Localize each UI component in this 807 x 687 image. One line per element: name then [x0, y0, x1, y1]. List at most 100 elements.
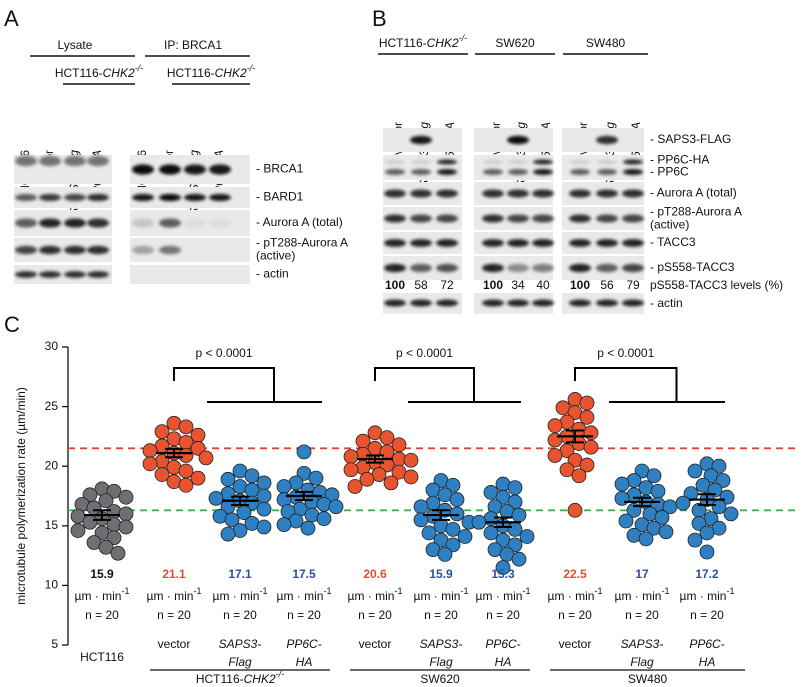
blot-band [410, 239, 432, 247]
data-point [445, 477, 461, 493]
data-point [178, 419, 194, 435]
data-point [699, 544, 715, 560]
unit-label: µm · min-1 [213, 586, 268, 603]
data-point [547, 448, 563, 463]
x-tick-label: vector [158, 637, 191, 651]
unit-exp: -1 [323, 586, 331, 596]
data-point [654, 510, 670, 525]
y-tick-label: 30 [45, 339, 59, 353]
cell-line-label: SW620 [495, 36, 535, 50]
blot-strip [14, 187, 112, 208]
blot-band [87, 193, 109, 202]
level-value: 79 [626, 278, 640, 292]
row-label: (active) [650, 218, 689, 232]
data-point [511, 551, 527, 567]
blot-band [532, 214, 554, 223]
significance-bracket [173, 367, 322, 403]
blot-band [411, 169, 431, 175]
data-point [118, 519, 134, 535]
significance-bracket [574, 367, 725, 403]
unit-base: µm · min [615, 589, 662, 603]
data-point [276, 479, 292, 494]
data-point [190, 427, 206, 443]
level-value: 72 [440, 278, 454, 292]
blot-band [569, 214, 591, 223]
cell-line-gene: CHK2 [103, 66, 135, 80]
unit-base: µm · min [348, 589, 395, 603]
data-point [711, 458, 727, 474]
blot-band [132, 218, 154, 228]
data-point [507, 480, 523, 496]
level-value: 100 [570, 278, 590, 292]
data-point [256, 488, 272, 504]
blot-band [384, 239, 406, 247]
level-value: 58 [414, 278, 428, 292]
unit-base: µm · min [75, 589, 122, 603]
data-point [256, 501, 272, 517]
cell-line-name: HCT116- [196, 672, 244, 686]
blot-strip [474, 155, 553, 180]
error-bar [698, 493, 716, 506]
blot-band [132, 164, 154, 175]
blot-band [64, 193, 86, 202]
data-point [437, 547, 453, 562]
data-point [178, 448, 194, 463]
data-point [449, 492, 465, 507]
x-tick-label: PP6C- [485, 637, 520, 651]
data-point [383, 475, 399, 491]
data-point [511, 507, 527, 523]
blot-band [209, 164, 231, 175]
cell-line-name: SW480 [628, 672, 668, 686]
data-point [675, 495, 691, 511]
blot-band [483, 169, 503, 175]
blot-band [410, 189, 432, 198]
blot-band [507, 263, 529, 273]
cell-line-label: SW480 [586, 36, 626, 50]
y-axis-label: microtubule polymerization rate (µm/min) [14, 387, 28, 605]
data-point [445, 537, 461, 553]
blot-band [436, 189, 458, 198]
row-label: - BRCA1 [256, 162, 304, 176]
cell-line-label: HCT116-CHK2-/- [55, 63, 143, 80]
n-label: n = 20 [157, 608, 191, 622]
blot-band [64, 218, 86, 228]
row-label: - pS558-TACC3 [650, 260, 735, 274]
error-bar [93, 509, 111, 521]
blot-band [132, 193, 154, 202]
data-point [316, 496, 332, 512]
cell-line-gene: CHK2 [244, 672, 276, 686]
data-point [699, 525, 715, 541]
data-point [190, 440, 206, 456]
blot-band [569, 189, 591, 198]
data-point [244, 468, 260, 484]
p-value: p < 0.0001 [597, 346, 654, 360]
data-point [658, 524, 674, 540]
blot-band [623, 169, 643, 175]
blot-band [39, 155, 61, 167]
data-point [614, 490, 630, 506]
data-point [507, 537, 523, 553]
unit-label: µm · min-1 [75, 586, 130, 603]
n-label: n = 20 [85, 608, 119, 622]
blot-band [532, 299, 554, 307]
blot-band [483, 159, 503, 165]
x-tick-label: PP6C- [689, 637, 724, 651]
data-point [618, 513, 634, 529]
data-point [328, 499, 344, 515]
mean-label: 17.2 [695, 567, 719, 581]
data-point [220, 526, 236, 542]
unit-base: µm · min [680, 589, 727, 603]
cell-line-genotype: -/- [247, 63, 256, 73]
unit-label: µm · min-1 [414, 586, 469, 603]
blot-band [39, 271, 61, 278]
data-point [403, 469, 419, 485]
blot-band [15, 155, 37, 167]
blot-band [159, 218, 181, 228]
blot-band [569, 263, 591, 273]
data-point [256, 519, 272, 535]
blot-strip [383, 155, 462, 180]
blot-band [507, 299, 529, 307]
blot-band [385, 159, 405, 165]
n-label: n = 20 [358, 608, 392, 622]
data-point [638, 531, 654, 547]
